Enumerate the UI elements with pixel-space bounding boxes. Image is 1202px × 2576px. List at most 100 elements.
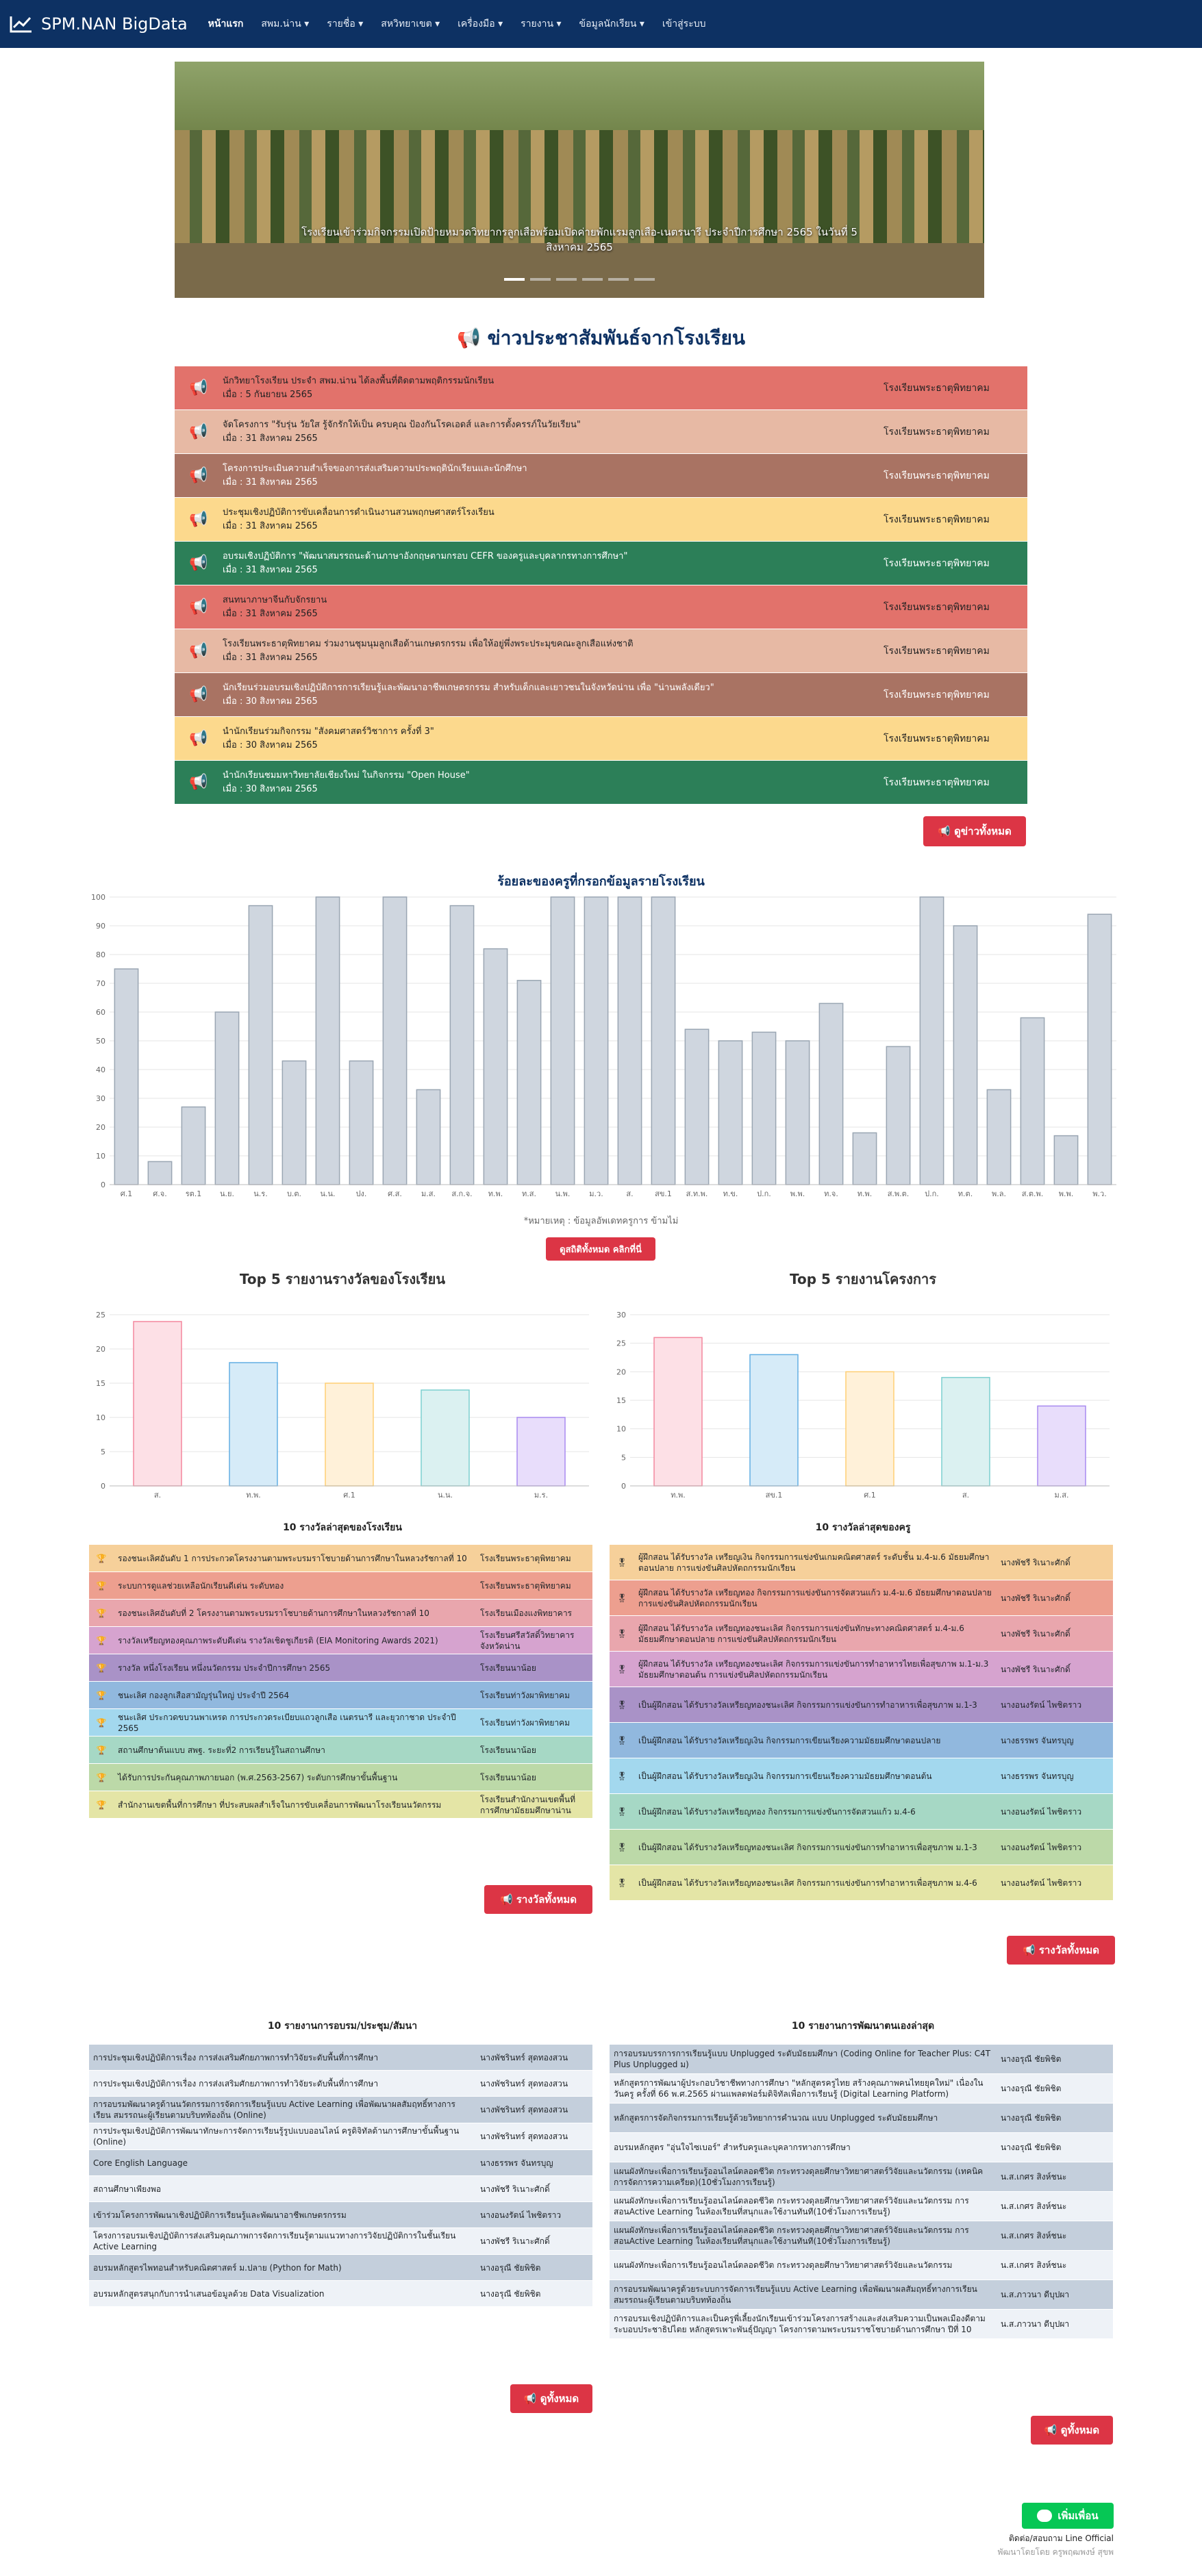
medal-icon: 🎖 <box>616 1700 627 1710</box>
list-item-owner: นางพัชรี ริเนาะศักดิ์ <box>1001 1664 1070 1674</box>
list-item[interactable]: อบรมหลักสูตรสนุกกับการนำเสนอข้อมูลด้วย D… <box>89 2281 592 2307</box>
list-item[interactable]: เข้าร่วมโครงการพัฒนาเชิงปฏิบัติการเรียนร… <box>89 2202 592 2228</box>
list-item[interactable]: 🎖 ผู้ฝึกสอน ได้รับรางวัล เหรียญทองชนะเลิศ… <box>610 1616 1113 1652</box>
list-item[interactable]: 🎖 เป็นผู้ฝึกสอน ได้รับรางวัลเหรียญทองชนะเ… <box>610 1830 1113 1865</box>
news-title: จัดโครงการ "รับรุ่น วัยใส รู้จักรักให้เป… <box>223 419 581 430</box>
bar <box>114 968 139 1185</box>
news-item[interactable]: 📢 นำนักเรียนร่วมกิจกรรม "สังคมศาสตร์วิชาก… <box>175 717 1027 761</box>
nav-office[interactable]: สพม.น่าน ▾ <box>261 18 310 29</box>
list-item[interactable]: 🏆 รองชนะเลิศอันดับ 1 การประกวดโครงงานตามพ… <box>89 1545 592 1572</box>
all-stats-button[interactable]: ดูสถิติทั้งหมด คลิกที่นี่ <box>546 1237 655 1261</box>
list-item[interactable]: 🏆 ชนะเลิศ กองลูกเสือสามัญรุ่นใหญ่ ประจำปี… <box>89 1682 592 1709</box>
line-add-friend-button[interactable]: เพิ่มเพื่อน <box>1022 2503 1114 2529</box>
list-item-owner: นางธรรพร จันทรบุญ <box>1001 1771 1074 1781</box>
photo-carousel[interactable]: โรงเรียนเข้าร่วมกิจกรรมเปิดป้ายหมวดวิทยา… <box>175 62 984 298</box>
nav-reports[interactable]: รายงาน ▾ <box>521 18 562 29</box>
news-item[interactable]: 📢 จัดโครงการ "รับรุ่น วัยใส รู้จักรักให้เ… <box>175 410 1027 454</box>
bar <box>483 948 508 1185</box>
y-tick-label: 30 <box>616 1311 626 1319</box>
selfdev-list: การอบรมบรรการการเรียนรู้แบบ Unplugged ระ… <box>610 2045 1113 2339</box>
all-school-awards-button[interactable]: 📢 รางวัลทั้งหมด <box>484 1885 592 1914</box>
all-news-button[interactable]: 📢 ดูข่าวทั้งหมด <box>923 816 1026 846</box>
list-item-owner: นางอนงรัตน์ ไพชิตราว <box>480 2210 562 2220</box>
list-item[interactable]: สถานศึกษาเพียงพอ นางพัชรี ริเนาะศักดิ์ <box>89 2176 592 2202</box>
list-item[interactable]: 🏆 สถานศึกษาต้นแบบ สพฐ. ระยะที่2 การเรียนร… <box>89 1737 592 1764</box>
bar <box>718 1040 743 1185</box>
list-item[interactable]: 🎖 ผู้ฝึกสอน ได้รับรางวัล เหรียญทอง กิจกรร… <box>610 1580 1113 1616</box>
nav-tools[interactable]: เครื่องมือ ▾ <box>458 18 503 29</box>
list-item-owner: นางธรรพร จันทรบุญ <box>1001 1735 1074 1745</box>
list-item[interactable]: การอบรมบรรการการเรียนรู้แบบ Unplugged ระ… <box>610 2045 1113 2074</box>
y-tick-label: 50 <box>96 1037 105 1046</box>
carousel-indicator[interactable] <box>504 278 525 281</box>
news-date: เมื่อ : 31 สิงหาคม 2565 <box>223 433 318 444</box>
nav-students[interactable]: ข้อมูลนักเรียน ▾ <box>579 18 644 29</box>
list-item[interactable]: 🎖 ผู้ฝึกสอน ได้รับรางวัล เหรียญทองชนะเลิศ… <box>610 1652 1113 1687</box>
list-item[interactable]: การประชุมเชิงปฏิบัติการเรื่อง การส่งเสริ… <box>89 2071 592 2097</box>
list-item[interactable]: 🏆 สำนักงานเขตพื้นที่การศึกษา ที่ประสบผลสำ… <box>89 1791 592 1819</box>
list-item[interactable]: อบรมหลักสูตร "อุ่นใจไซเบอร์" สำหรับครูแล… <box>610 2133 1113 2162</box>
nav-cluster[interactable]: สหวิทยาเขต ▾ <box>381 18 440 29</box>
x-tick-label: ท.พ. <box>671 1491 686 1500</box>
trainings-title: 10 รายงานการอบรม/ประชุม/สัมนา <box>267 2021 418 2032</box>
list-item[interactable]: Core English Language นางธรรพร จันทรบุญ <box>89 2150 592 2176</box>
list-item[interactable]: แผนผังทักษะเพื่อการเรียนรู้ออนไลน์ตลอดชี… <box>610 2192 1113 2221</box>
list-item[interactable]: 🏆 ชนะเลิศ ประกวดขบวนพาเหรด การประกวดระเบี… <box>89 1709 592 1737</box>
all-teacher-awards-button[interactable]: 📢 รางวัลทั้งหมด <box>1007 1936 1115 1965</box>
carousel-indicator[interactable] <box>556 278 577 281</box>
list-item[interactable]: แผนผังทักษะเพื่อการเรียนรู้ออนไลน์ตลอดชี… <box>610 2221 1113 2251</box>
list-item[interactable]: 🎖 ผู้ฝึกสอน ได้รับรางวัล เหรียญเงิน กิจกร… <box>610 1545 1113 1580</box>
list-item-text: ผู้ฝึกสอน ได้รับรางวัล เหรียญทองชนะเลิศ … <box>638 1623 964 1644</box>
bar <box>986 1089 1012 1185</box>
list-item[interactable]: การประชุมเชิงปฏิบัติการพัฒนาทักษะการจัดก… <box>89 2123 592 2150</box>
carousel-indicator[interactable] <box>608 278 629 281</box>
list-item[interactable]: แผนผังทักษะเพื่อการเรียนรู้ออนไลน์ตลอดชี… <box>610 2251 1113 2280</box>
list-item-text: การประชุมเชิงปฏิบัติการพัฒนาทักษะการจัดก… <box>93 2126 460 2147</box>
list-item[interactable]: การประชุมเชิงปฏิบัติการเรื่อง การส่งเสริ… <box>89 2045 592 2071</box>
news-item[interactable]: 📢 นักวิทยาโรงเรียน ประจำ สพม.น่าน ได้ลงพื… <box>175 366 1027 410</box>
list-item[interactable]: 🎖 เป็นผู้ฝึกสอน ได้รับรางวัลเหรียญเงิน กิ… <box>610 1758 1113 1794</box>
list-item[interactable]: อบรมหลักสูตรไพทอนสำหรับคณิตศาสตร์ ม.ปลาย… <box>89 2255 592 2281</box>
list-item[interactable]: การอบรมพัฒนาครูด้วยระบบการจัดการเรียนรู้… <box>610 2280 1113 2310</box>
list-item-owner: นางอนงรัตน์ ไพชิตราว <box>1001 1878 1082 1888</box>
list-item[interactable]: 🏆 ระบบการดูแลช่วยเหลือนักเรียนดีเด่น ระดั… <box>89 1572 592 1600</box>
nav-home[interactable]: หน้าแรก <box>208 18 244 29</box>
news-item[interactable]: 📢 นำนักเรียนชมมหาวิทยาลัยเชียงใหม่ ในกิจก… <box>175 761 1027 805</box>
news-item[interactable]: 📢 โรงเรียนพระธาตุพิทยาคม ร่วมงานชุมนุมลูก… <box>175 629 1027 673</box>
all-selfdev-button[interactable]: 📢 ดูทั้งหมด <box>1031 2416 1113 2445</box>
list-item-text: ผู้ฝึกสอน ได้รับรางวัล เหรียญทองชนะเลิศ … <box>638 1658 989 1680</box>
list-item[interactable]: 🏆 รางวัลเหรียญทองคุณภาพระดับดีเด่น รางวัล… <box>89 1627 592 1654</box>
bar <box>1020 1017 1045 1185</box>
news-item[interactable]: 📢 ประชุมเชิงปฏิบัติการขับเคลื่อนการดำเนิน… <box>175 498 1027 542</box>
bullhorn-icon: 📢 <box>189 423 208 440</box>
list-item-text: สถานศึกษาต้นแบบ สพฐ. ระยะที่2 การเรียนรู… <box>118 1745 325 1755</box>
carousel-indicator[interactable] <box>634 278 655 281</box>
list-item[interactable]: 🎖 เป็นผู้ฝึกสอน ได้รับรางวัลเหรียญทอง กิจ… <box>610 1794 1113 1830</box>
list-item[interactable]: 🏆 รางวัล หนึ่งโรงเรียน หนึ่งนวัตกรรม ประจ… <box>89 1654 592 1682</box>
news-item[interactable]: 📢 อบรมเชิงปฏิบัติการ "พัฒนาสมรรถนะด้านภาษ… <box>175 542 1027 585</box>
brand[interactable]: SPM.NAN BigData <box>10 14 188 34</box>
nav-list[interactable]: รายชื่อ ▾ <box>327 18 364 29</box>
list-item[interactable]: 🎖 เป็นผู้ฝึกสอน ได้รับรางวัลเหรียญเงิน กิ… <box>610 1723 1113 1758</box>
list-item[interactable]: การอบรมพัฒนาครูด้านนวัตกรรมการจัดการเรีย… <box>89 2097 592 2123</box>
carousel-indicator[interactable] <box>530 278 551 281</box>
list-item[interactable]: แผนผังทักษะเพื่อการเรียนรู้ออนไลน์ตลอดชี… <box>610 2162 1113 2192</box>
list-item[interactable]: 🎖 เป็นผู้ฝึกสอน ได้รับรางวัลเหรียญทองชนะเ… <box>610 1865 1113 1901</box>
list-item[interactable]: หลักสูตรการพัฒนาผู้ประกอบวิชาชีพทางการศึ… <box>610 2074 1113 2104</box>
list-item[interactable]: 🏆 รองชนะเลิศอันดับที่ 2 โครงงานตามพระบรมร… <box>89 1600 592 1627</box>
school-awards-title: 10 รางวัลล่าสุดของโรงเรียน <box>283 1522 402 1533</box>
carousel-indicator[interactable] <box>582 278 603 281</box>
news-item[interactable]: 📢 โครงการประเมินความสำเร็จของการส่งเสริมค… <box>175 454 1027 498</box>
y-tick-label: 25 <box>616 1339 626 1348</box>
list-item[interactable]: 🏆 ได้รับการประกันคุณภาพภายนอก (พ.ศ.2563-2… <box>89 1764 592 1791</box>
list-item[interactable]: 🎖 เป็นผู้ฝึกสอน ได้รับรางวัลเหรียญทองชนะเ… <box>610 1687 1113 1723</box>
list-item[interactable]: โครงการอบรมเชิงปฏิบัติการส่งเสริมคุณภาพก… <box>89 2228 592 2255</box>
list-item[interactable]: หลักสูตรการจัดกิจกรรมการเรียนรู้ด้วยวิทย… <box>610 2104 1113 2133</box>
nav-login[interactable]: เข้าสู่ระบบ <box>662 18 706 29</box>
all-trainings-button[interactable]: 📢 ดูทั้งหมด <box>510 2384 592 2413</box>
x-tick-label: พ.ว. <box>1092 1189 1106 1198</box>
list-item[interactable]: การอบรมเชิงปฏิบัติการและเป็นครูพี่เลี้ยง… <box>610 2310 1113 2339</box>
list-item-text: แผนผังทักษะเพื่อการเรียนรู้ออนไลน์ตลอดชี… <box>614 2167 984 2187</box>
news-item[interactable]: 📢 สนทนาภาษาจีนกับจักรยาน เมื่อ : 31 สิงหาค… <box>175 585 1027 629</box>
news-item[interactable]: 📢 นักเรียนร่วมอบรมเชิงปฏิบัติการการเรียนร… <box>175 673 1027 717</box>
